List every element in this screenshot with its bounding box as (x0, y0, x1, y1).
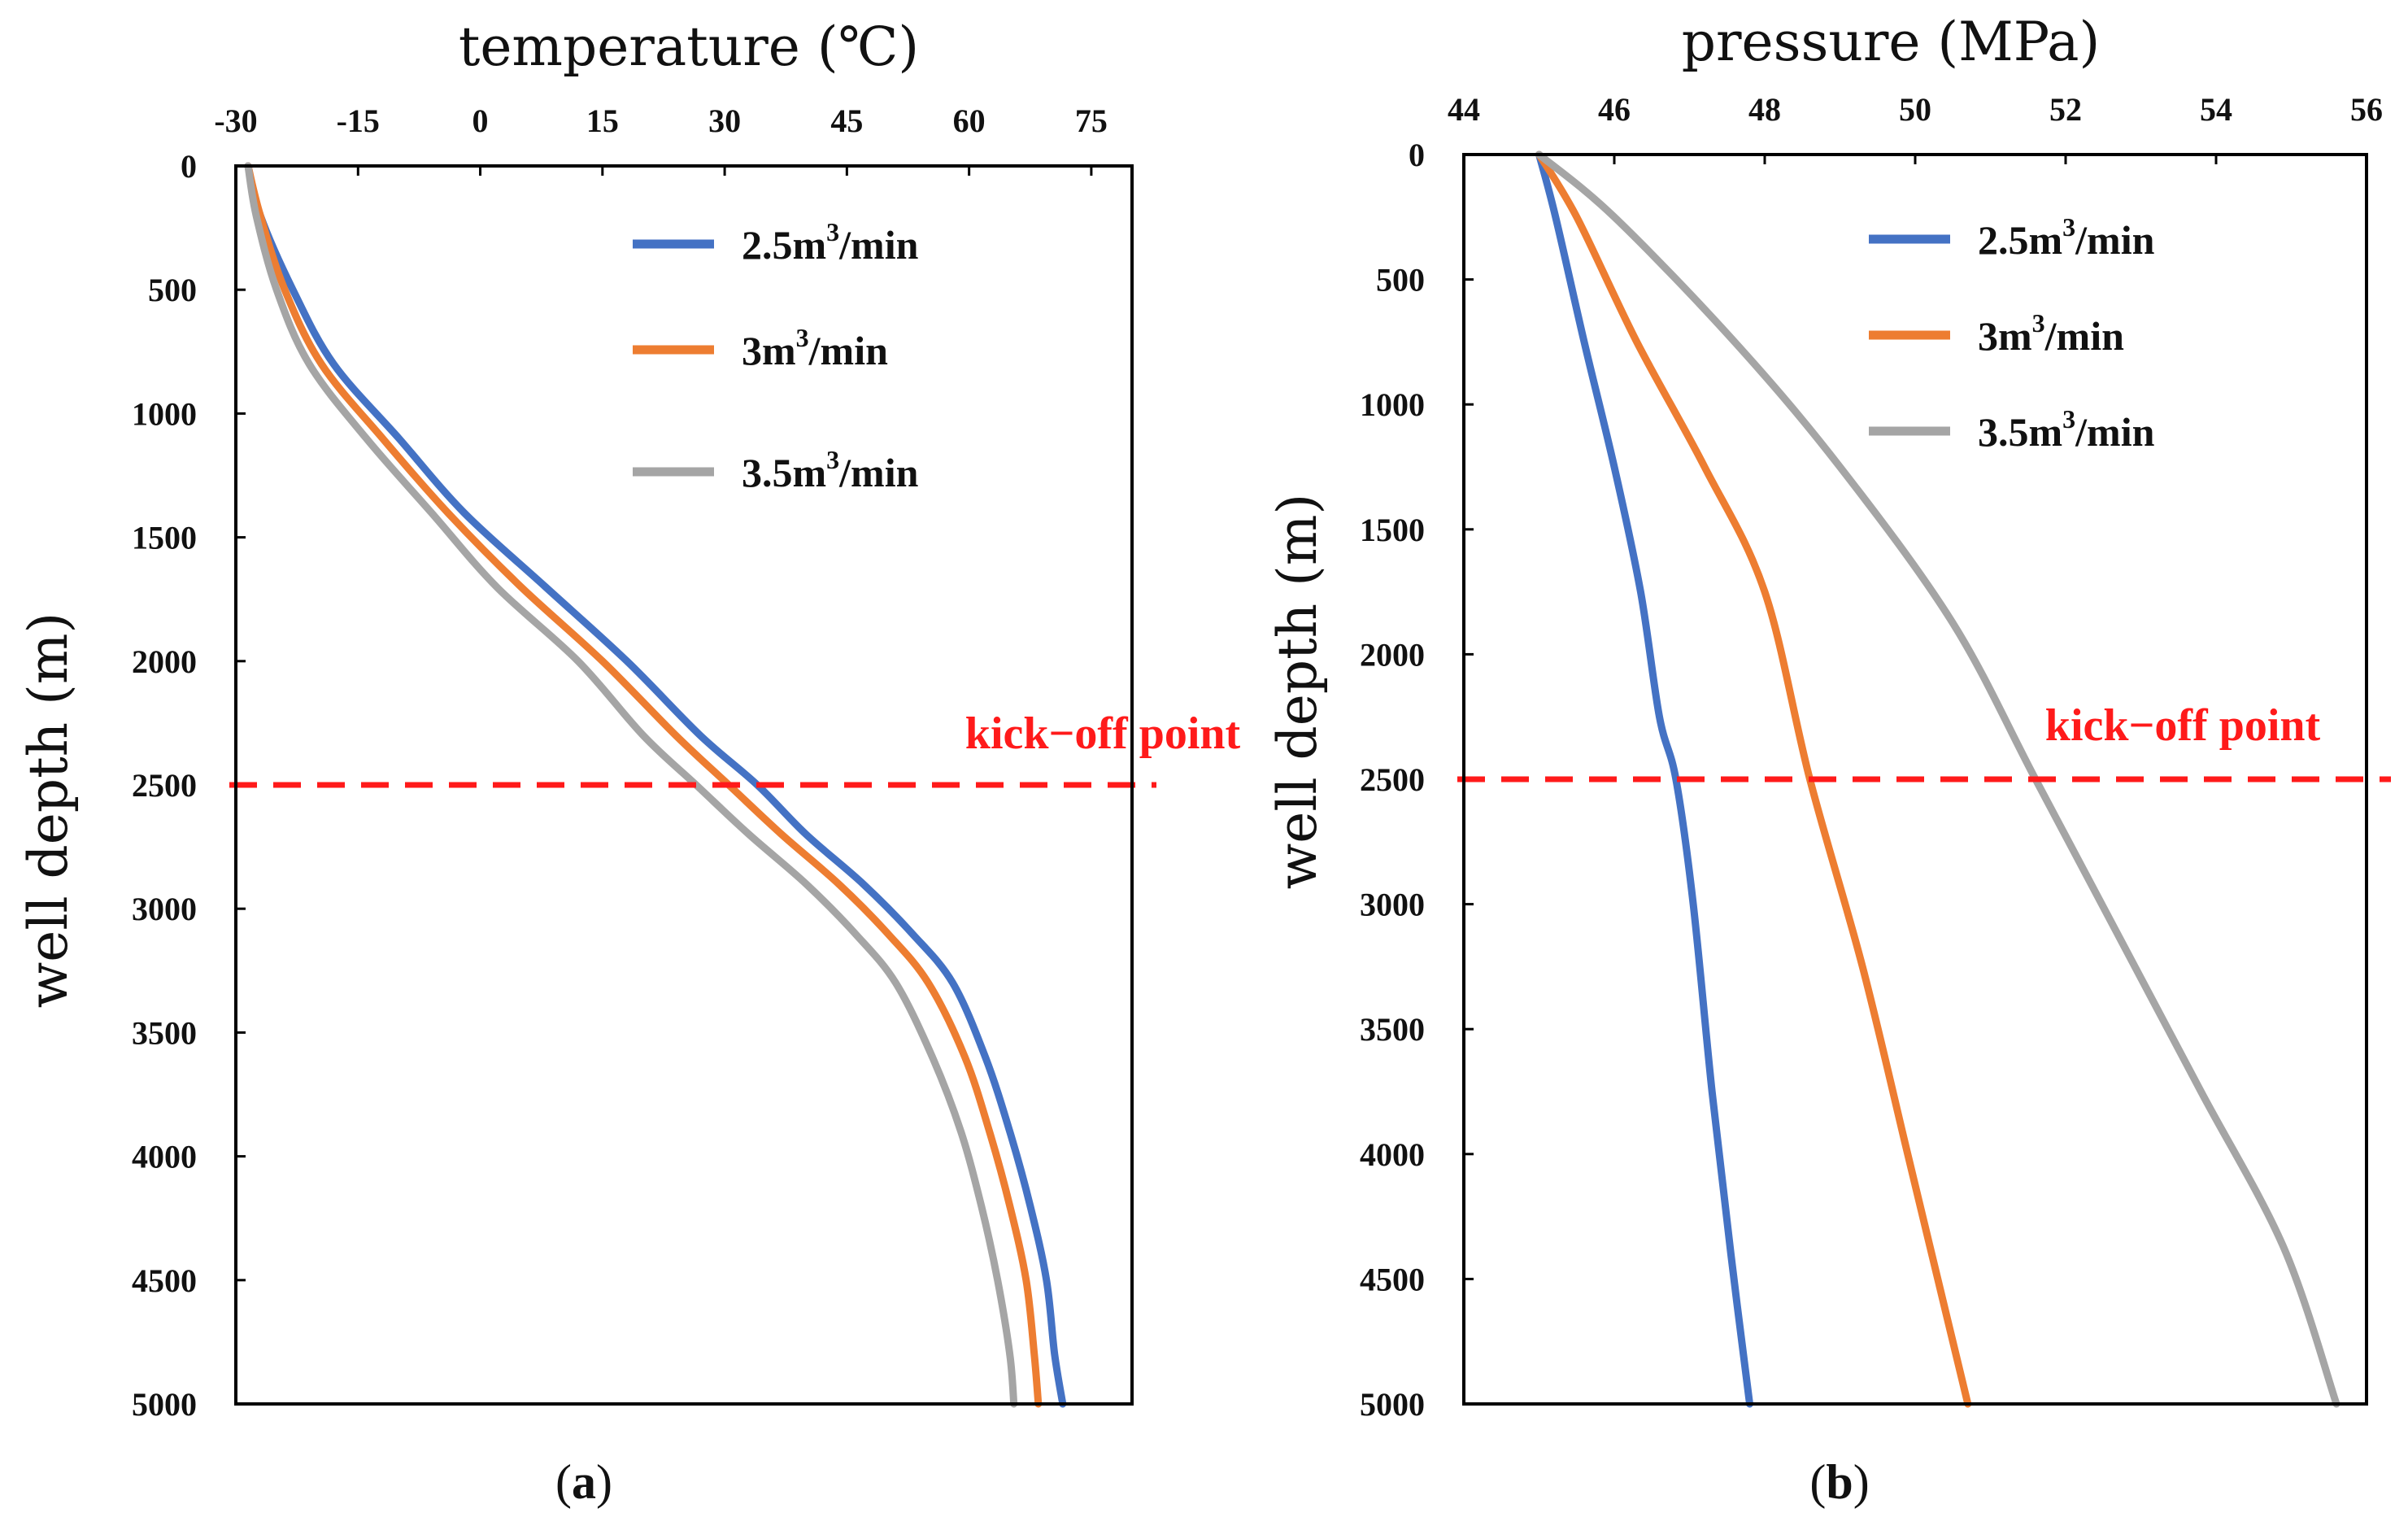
panel-a-xtick-label-7: 75 (1075, 102, 1108, 139)
panel-b-ylabel: well depth (m) (1266, 494, 1329, 889)
panel-a-kickoff-label: kick−off point (965, 708, 1241, 759)
panel-a-xtick-label-1: -15 (337, 102, 380, 139)
panel-b-xtick-label-5: 54 (2200, 91, 2232, 128)
panel-b-ytick-label-2: 1000 (1360, 386, 1425, 423)
panel-b-xtick-label-2: 48 (1748, 91, 1781, 128)
panel-b-ytick-label-3: 1500 (1360, 512, 1425, 548)
panel-a-xtick-label-6: 60 (953, 102, 986, 139)
panel-b-ytick-label-6: 3000 (1360, 887, 1425, 923)
panel-b-ytick-label-8: 4000 (1360, 1136, 1425, 1173)
panel-b-plot-frame (1462, 153, 2368, 1406)
panel-a-ytick-label-4: 2000 (132, 643, 197, 680)
panel-b-caption: (b) (1809, 1455, 1869, 1509)
panel-a-xtick-label-0: -30 (214, 102, 257, 139)
panel-a-xtick-label-4: 30 (708, 102, 741, 139)
panel-b-title: pressure (MPa) (1682, 11, 2101, 73)
panel-a-series-line-2 (244, 162, 1018, 1408)
panel-b-ytick-label-7: 3500 (1360, 1011, 1425, 1048)
panel-a-ytick-label-7: 3500 (132, 1014, 197, 1051)
panel-a-temperature: temperature (℃) well depth (m) -30 -15 0 15… (17, 15, 1241, 1509)
panel-a-ylabel: well depth (m) (17, 612, 80, 1008)
panel-b-series-line-0 (1535, 150, 1753, 1408)
panel-b-xtick-label-3: 50 (1899, 91, 1931, 128)
panel-a-legend-label-2: 3.5m3/min (742, 445, 919, 495)
panel-b-ytick-label-9: 4500 (1360, 1261, 1425, 1297)
panel-b-series-lines (1535, 150, 2341, 1408)
panel-b-ytick-label-5: 2500 (1360, 761, 1425, 798)
panel-b-xtick-label-4: 52 (2049, 91, 2082, 128)
panel-b-pressure: pressure (MPa) well depth (m) 44 46 48 50 52… (1266, 11, 2391, 1509)
panel-a-legend-label-0: 2.5m3/min (742, 217, 919, 268)
panel-b-series-line-1 (1535, 150, 1972, 1408)
panel-a-title: temperature (℃) (459, 15, 919, 78)
panel-a-ytick-label-2: 1000 (132, 395, 197, 432)
panel-b-ytick-label-0: 0 (1409, 137, 1425, 173)
panel-a-ytick-label-9: 4500 (132, 1262, 197, 1299)
panel-a-xtick-label-5: 45 (830, 102, 863, 139)
panel-b-series-line-2 (1535, 150, 2341, 1408)
panel-a-ytick-label-1: 500 (148, 272, 197, 308)
panel-a-ytick-label-8: 4000 (132, 1139, 197, 1175)
panel-a-ytick-label-10: 5000 (132, 1386, 197, 1423)
panel-a-ytick-label-6: 3000 (132, 891, 197, 927)
panel-b-legend-label-0: 2.5m3/min (1978, 212, 2155, 263)
panel-b-legend-label-2: 3.5m3/min (1978, 404, 2155, 455)
panel-b-xtick-label-1: 46 (1598, 91, 1631, 128)
panel-a-xtick-label-3: 15 (586, 102, 619, 139)
panel-a-caption: (a) (555, 1455, 612, 1509)
panel-a-legend-label-1: 3m3/min (742, 323, 888, 373)
panel-a-y-ticks: 0 500 1000 1500 2000 2500 3000 3500 4000 4500 5000 (132, 148, 246, 1423)
panel-b-ytick-label-10: 5000 (1360, 1386, 1425, 1423)
panel-b-xtick-label-6: 56 (2350, 91, 2383, 128)
panel-a-ytick-label-3: 1500 (132, 520, 197, 556)
panel-a-legend: 2.5m3/min 3m3/min 3.5m3/min (633, 217, 919, 495)
panel-b-legend-label-1: 3m3/min (1978, 308, 2124, 359)
panel-b-y-ticks: 0 500 1000 1500 2000 2500 3000 3500 4000 4500 5000 (1360, 137, 1474, 1423)
panel-b-ytick-label-1: 500 (1376, 262, 1425, 299)
panel-b-kickoff-label: kick−off point (2045, 700, 2321, 751)
panel-b-ytick-label-4: 2000 (1360, 636, 1425, 673)
panel-b-legend: 2.5m3/min 3m3/min 3.5m3/min (1869, 212, 2155, 455)
panel-a-plot-frame (234, 164, 1134, 1406)
panel-a-ytick-label-0: 0 (181, 148, 197, 185)
panel-a-xtick-label-2: 0 (472, 102, 489, 139)
panel-a-ytick-label-5: 2500 (132, 767, 197, 804)
panel-b-xtick-label-0: 44 (1448, 91, 1480, 128)
